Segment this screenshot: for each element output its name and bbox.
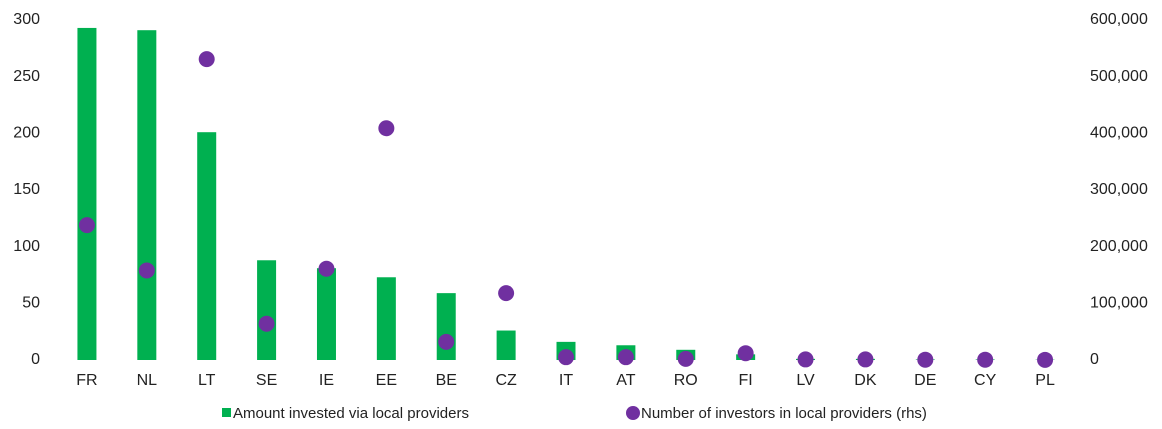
y2-tick-label: 600,000 — [1090, 11, 1148, 28]
y-tick-label: 300 — [13, 11, 40, 28]
dot — [438, 333, 455, 350]
dot — [677, 350, 694, 367]
x-tick-label: LV — [796, 372, 815, 389]
bar — [496, 330, 516, 360]
bar — [137, 30, 157, 360]
bar — [77, 27, 97, 361]
x-tick-label: RO — [674, 372, 698, 389]
bar — [257, 260, 277, 360]
dot — [797, 351, 814, 368]
dot — [917, 351, 934, 368]
x-tick-label: EE — [376, 372, 397, 389]
x-tick-label: IT — [559, 372, 573, 389]
y2-tick-label: 100,000 — [1090, 295, 1148, 312]
y-tick-label: 250 — [13, 68, 40, 85]
dot — [78, 217, 95, 234]
legend-label: Number of investors in local providers (… — [641, 405, 927, 422]
x-tick-label: FI — [739, 372, 753, 389]
dot — [977, 351, 994, 368]
x-tick-label: NL — [137, 372, 158, 389]
x-tick-label: PL — [1035, 372, 1055, 389]
dot — [558, 349, 574, 366]
dot — [198, 51, 215, 68]
y-tick-label: 50 — [22, 295, 40, 312]
x-tick-label: LT — [198, 372, 216, 389]
bar — [436, 293, 456, 360]
x-tick-label: BE — [436, 372, 457, 389]
legend-swatch — [626, 406, 640, 420]
y2-tick-label: 0 — [1090, 351, 1099, 368]
y-tick-label: 100 — [13, 238, 40, 255]
x-tick-label: CY — [974, 372, 997, 389]
x-tick-label: AT — [616, 372, 635, 389]
bar — [316, 268, 336, 360]
x-tick-label: FR — [76, 372, 97, 389]
x-tick-label: IE — [319, 372, 334, 389]
bar — [197, 132, 217, 360]
dot — [737, 345, 754, 362]
x-tick-label: DE — [914, 372, 936, 389]
x-tick-label: DK — [854, 372, 877, 389]
dot — [498, 285, 515, 302]
dot — [138, 262, 155, 279]
y2-tick-label: 300,000 — [1090, 181, 1148, 198]
y-tick-label: 200 — [13, 125, 40, 142]
legend-swatch — [222, 408, 231, 417]
dot — [258, 315, 275, 332]
bar — [376, 277, 396, 360]
y-tick-label: 0 — [31, 351, 40, 368]
dot — [318, 260, 335, 277]
x-tick-label: CZ — [495, 372, 517, 389]
y2-tick-label: 500,000 — [1090, 68, 1148, 85]
y2-tick-label: 400,000 — [1090, 125, 1148, 142]
dot — [1037, 351, 1054, 368]
y2-tick-label: 200,000 — [1090, 238, 1148, 255]
dot — [857, 351, 874, 368]
x-tick-label: SE — [256, 372, 277, 389]
dot — [617, 349, 634, 366]
dot — [378, 120, 395, 137]
legend-label: Amount invested via local providers — [233, 405, 469, 422]
y-tick-label: 150 — [13, 181, 40, 198]
